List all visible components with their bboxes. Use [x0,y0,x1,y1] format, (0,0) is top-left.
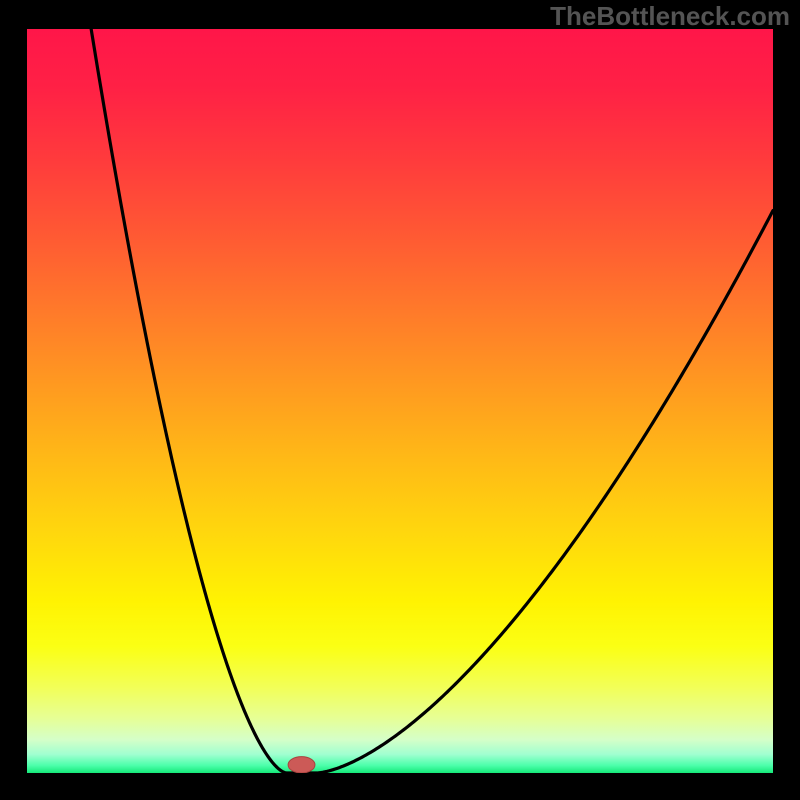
attribution-text: TheBottleneck.com [550,1,790,32]
optimum-marker [288,757,315,773]
chart-background [27,29,773,773]
chart-frame: TheBottleneck.com [0,0,800,800]
bottleneck-chart [27,29,773,773]
